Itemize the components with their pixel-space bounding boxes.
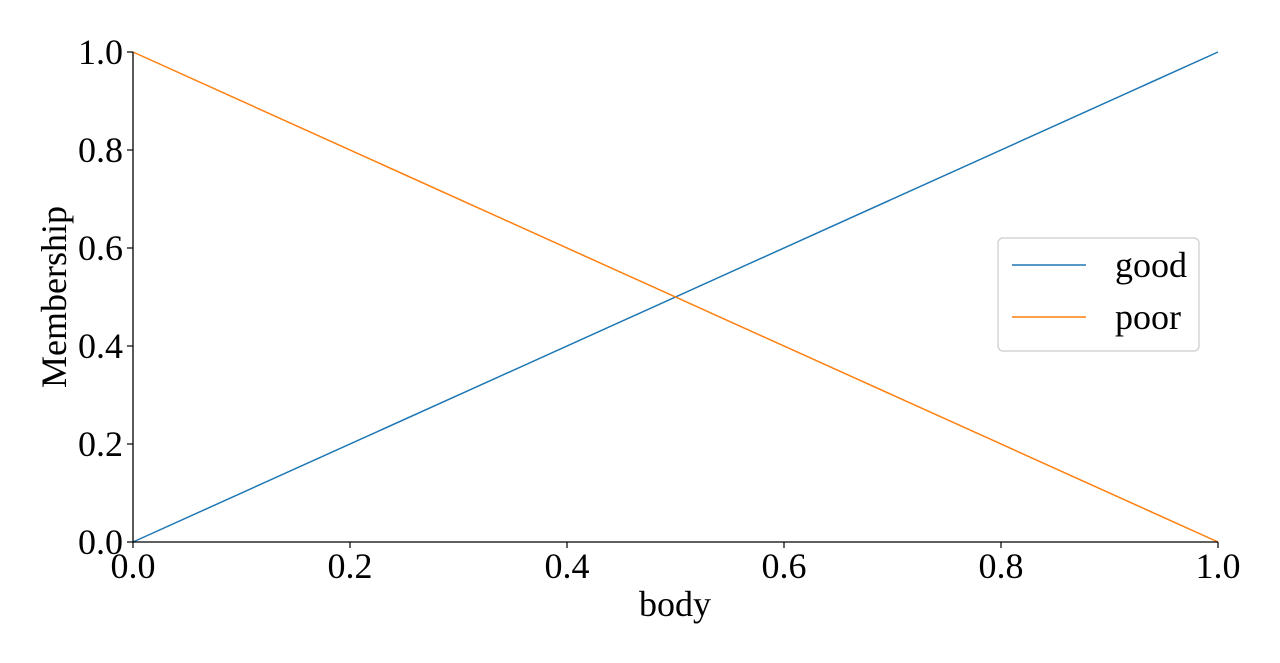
y-tick-label: 0.4 bbox=[78, 326, 123, 366]
y-tick-label: 0.8 bbox=[78, 130, 123, 170]
series-line-poor bbox=[132, 51, 1219, 543]
x-tick-label: 0.8 bbox=[979, 546, 1024, 586]
axes bbox=[132, 52, 1218, 543]
x-tick-label: 0.4 bbox=[545, 546, 590, 586]
y-axis-title: Membership bbox=[34, 206, 74, 388]
legend-label-poor: poor bbox=[1115, 297, 1181, 337]
x-tick-label: 0.6 bbox=[762, 546, 807, 586]
x-axis-title: body bbox=[639, 584, 711, 624]
plot-area bbox=[132, 51, 1219, 543]
x-tick-label: 1.0 bbox=[1196, 546, 1241, 586]
legend: good poor bbox=[997, 237, 1200, 352]
x-tick-label: 0.2 bbox=[328, 546, 373, 586]
y-tick-label: 0.0 bbox=[78, 522, 123, 562]
y-tick-label: 0.6 bbox=[78, 228, 123, 268]
tick-marks: 0.0 0.2 0.4 0.6 0.8 1.0 0.0 0.2 0.4 0.6 0.8 1.0 bbox=[78, 32, 1241, 586]
y-tick-label: 1.0 bbox=[78, 32, 123, 72]
y-tick-label: 0.2 bbox=[78, 424, 123, 464]
legend-label-good: good bbox=[1115, 245, 1187, 285]
x-tick-label: 0.0 bbox=[111, 546, 156, 586]
legend-frame bbox=[997, 237, 1200, 352]
